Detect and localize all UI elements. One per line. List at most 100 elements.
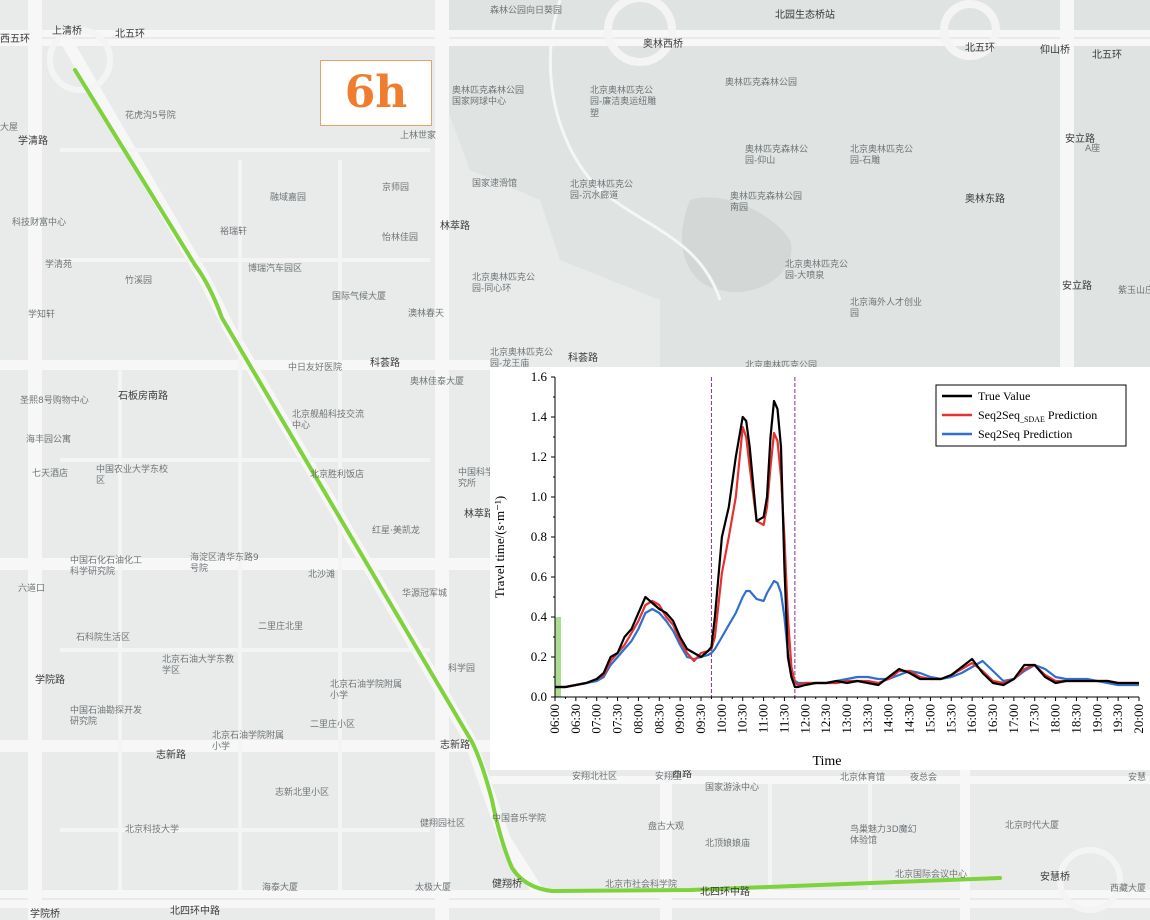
map-label: 安立路 <box>1065 134 1095 145</box>
map-label: 北京时代大厦 <box>1005 821 1060 831</box>
x-tick-label: 12:30 <box>818 704 833 734</box>
x-tick-label: 16:00 <box>964 704 979 734</box>
map-label: 澳林春天 <box>408 309 445 319</box>
x-tick-label: 13:30 <box>860 704 875 734</box>
map-label: 奥林佳泰大厦 <box>410 377 465 387</box>
map-label: 中国音乐学院 <box>492 814 547 824</box>
map-label: 安立路 <box>1062 281 1092 292</box>
map-label: 奥林西桥 <box>643 39 683 50</box>
map-label: 北京石油大学东教学区 <box>162 655 235 677</box>
map-label: 北京石油学院附属小学 <box>330 680 403 702</box>
map-label: 北京国际会议中心 <box>895 870 968 880</box>
chart-legend: True Value Seq2Seq_SDAE Prediction Seq2Seq… <box>935 384 1127 447</box>
map-label: 二里庄北里 <box>258 622 304 632</box>
x-tick-label: 09:00 <box>672 704 687 734</box>
map-label: 西藏大厦 <box>1110 884 1147 894</box>
map-label: 奥林东路 <box>965 194 1005 205</box>
map-label: 上林世家 <box>400 131 437 141</box>
map-label: 京师园 <box>382 183 410 193</box>
y-tick-label: 1.6 <box>531 369 548 384</box>
map-label: 六道口 <box>18 584 46 594</box>
map-label: 学院路 <box>35 675 65 686</box>
map-label: 夜总会 <box>910 773 938 783</box>
x-tick-label: 13:00 <box>839 704 854 734</box>
map-label: 林萃路 <box>440 221 470 232</box>
map-label: 北京海外人才创业园 <box>850 298 923 320</box>
map-label: 志新北里小区 <box>275 788 330 798</box>
map-label: 科荟路 <box>568 353 598 364</box>
map-label: 怡林佳园 <box>382 233 419 243</box>
map-label: 七天酒店 <box>32 469 69 479</box>
map-label: 健翔桥 <box>492 879 522 890</box>
map-label: 志新路 <box>440 740 470 751</box>
map-label: 北京奥林匹克公园-龙王庙 <box>490 348 554 370</box>
map-label: 二里庄小区 <box>310 720 356 730</box>
map-label: 北京奥林匹克公园-沉水廊道 <box>570 180 634 202</box>
x-tick-label: 12:00 <box>797 704 812 734</box>
map-label: 国家速滑馆 <box>472 179 518 189</box>
x-tick-label: 19:30 <box>1110 704 1125 734</box>
map-label: 林萃路 <box>464 509 494 520</box>
map-label: 中国农业大学东校区 <box>96 465 169 487</box>
map-label: 海泰大厦 <box>262 883 299 893</box>
x-tick-label: 10:00 <box>714 704 729 734</box>
map-label: 科荟路 <box>370 358 400 369</box>
x-tick-label: 11:30 <box>776 704 791 733</box>
chart-series-layer <box>555 399 1139 689</box>
hour-label-box: 6h <box>320 60 432 126</box>
travel-time-chart: 0.0 0.2 0.4 0.6 0.8 1.0 1.2 1.4 1.6 06:00 06:30 07:… <box>492 369 1146 769</box>
map-label: 盘古大观 <box>648 822 685 832</box>
map-label: 红星·美凯龙 <box>372 526 420 536</box>
map-label: 北五环 <box>115 29 145 40</box>
map-label: 安翔里 <box>655 772 683 782</box>
map-label: 北四环中路 <box>170 906 220 917</box>
map-label: 中日友好医院 <box>288 363 343 373</box>
chart-axes-layer: 0.0 0.2 0.4 0.6 0.8 1.0 1.2 1.4 1.6 06:00 06:30 07:… <box>492 369 1146 769</box>
highlighted-route <box>73 68 1002 893</box>
map-label: 北沙滩 <box>308 570 336 580</box>
map-label: 北京奥林匹克公园-石雕 <box>850 145 914 167</box>
map-label: 森林公园向日葵园 <box>490 6 563 16</box>
x-tick-label: 10:30 <box>735 704 750 734</box>
map-label: A座 <box>1085 144 1101 154</box>
map-label: 上清桥 <box>52 26 82 37</box>
map-label: 海丰园公寓 <box>26 435 72 445</box>
map-label: 中国石化石油化工科学研究院 <box>70 556 143 578</box>
x-tick-label: 18:30 <box>1068 704 1083 734</box>
map-label: 安慧 <box>1128 773 1147 783</box>
x-tick-label: 16:30 <box>985 704 1000 734</box>
map-label: 裕瑞轩 <box>220 227 248 237</box>
map-label: 安翔北社区 <box>572 772 618 782</box>
map-label: 北五环 <box>965 43 995 54</box>
x-tick-label: 17:30 <box>1027 704 1042 734</box>
map-label: 学院桥 <box>30 909 60 920</box>
map-label: 志新路 <box>156 750 186 761</box>
map-label: 北京奥林匹克公园 <box>745 361 818 371</box>
x-tick-label: 06:30 <box>568 704 583 734</box>
map-label: 北园生态桥站 <box>775 10 835 21</box>
map-label: 科学园 <box>448 664 476 674</box>
map-label: 圣熙8号购物中心 <box>20 396 89 406</box>
map-label: 北四环中路 <box>700 887 750 898</box>
x-tick-label: 15:30 <box>943 704 958 734</box>
map-label: 北京科技大学 <box>125 825 180 835</box>
series-line <box>555 579 1139 689</box>
map-label: 海淀区清华东路9号院 <box>190 553 259 575</box>
hour-label: 6h <box>344 67 408 118</box>
chart-panel: 0.0 0.2 0.4 0.6 0.8 1.0 1.2 1.4 1.6 06:00 06:30 07:… <box>490 367 1150 770</box>
y-tick-label: 1.4 <box>531 409 548 424</box>
map-label: 博瑞汽车园区 <box>248 264 303 274</box>
map-label: 大屋 <box>0 123 19 133</box>
map-label: 石板房南路 <box>118 391 168 402</box>
map-label: 西路 <box>672 769 692 780</box>
x-axis-title: Time <box>812 754 841 769</box>
map-label: 华源冠军城 <box>402 589 448 599</box>
map-label: 奥林匹克森林公园国家网球中心 <box>452 86 525 108</box>
x-tick-label: 08:30 <box>651 704 666 734</box>
map-label: 国家游泳中心 <box>705 783 760 793</box>
x-tick-label: 20:00 <box>1131 704 1146 734</box>
map-label: 西五环 <box>0 34 30 45</box>
x-tick-label: 17:00 <box>1006 704 1021 734</box>
map-label: 北顶娘娘庙 <box>705 839 751 849</box>
